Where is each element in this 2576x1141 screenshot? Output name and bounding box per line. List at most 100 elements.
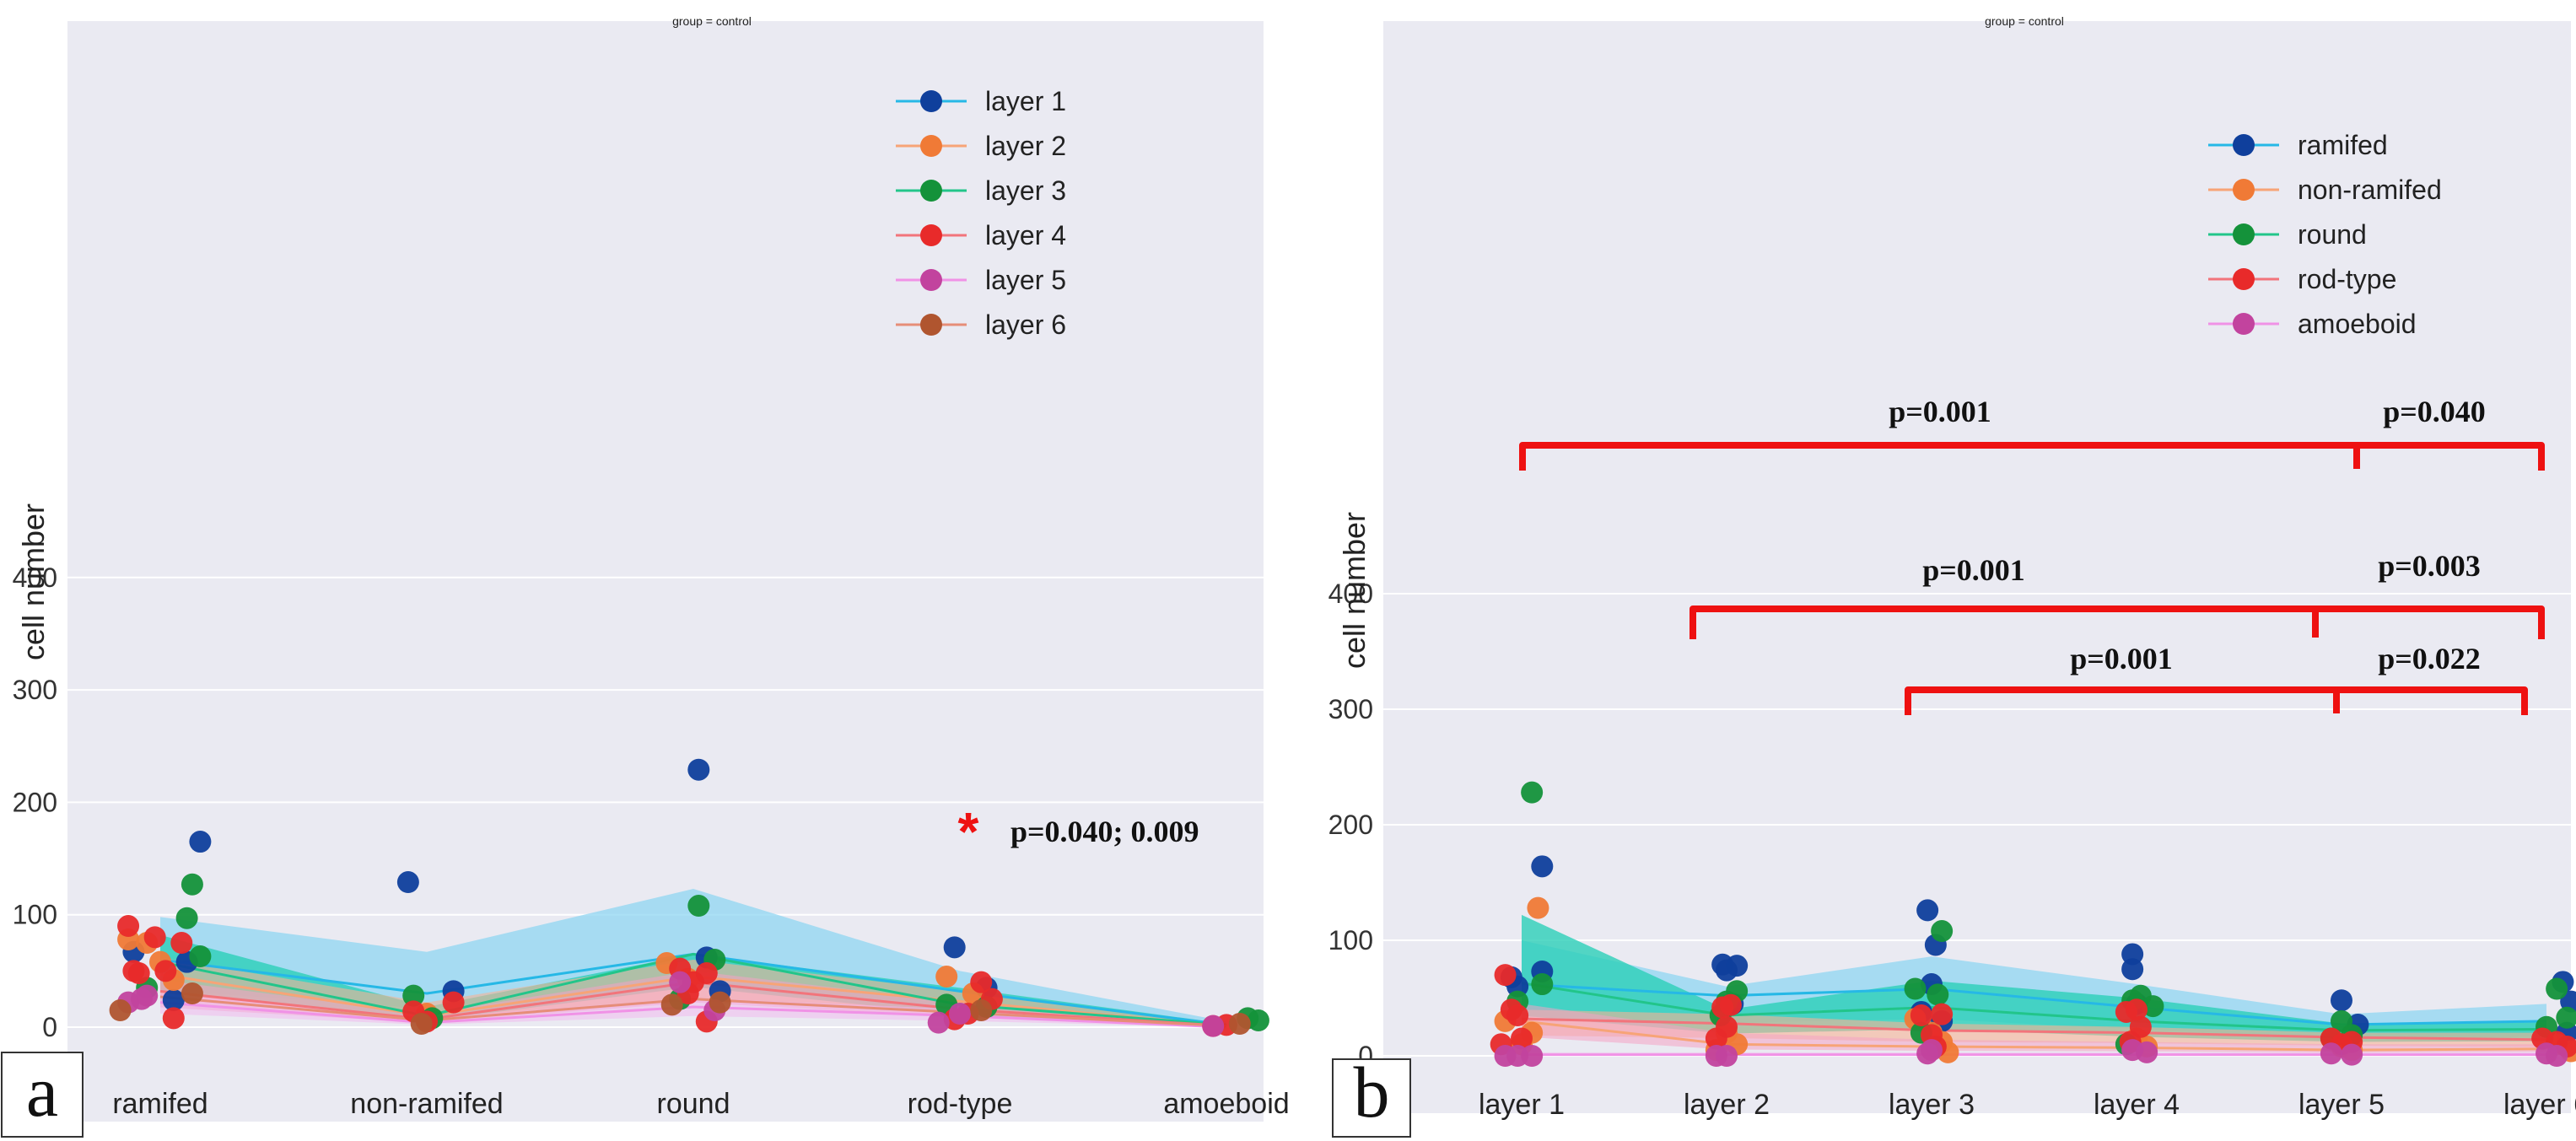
- x-tick-label: layer 4: [2094, 1089, 2180, 1121]
- panel-a-letter: a: [26, 1051, 58, 1132]
- mean-line: [159, 1001, 1227, 1029]
- data-point: [2126, 998, 2148, 1021]
- data-point: [1531, 973, 1554, 996]
- bracket-1-right-label: p=0.040: [2383, 395, 2486, 428]
- legend-marker: [2233, 179, 2255, 201]
- panel-b-bracket-3: p=0.001 p=0.022: [1905, 642, 2528, 715]
- data-point: [402, 984, 425, 1007]
- data-point: [927, 1011, 950, 1034]
- data-point: [1916, 899, 1939, 922]
- confidence-band: [1522, 1004, 2546, 1053]
- legend-marker: [920, 224, 942, 246]
- data-point: [687, 895, 710, 918]
- panel-b-legend: ramifed non-ramifed round rod-type amoeboid: [2208, 130, 2442, 339]
- data-point: [970, 971, 993, 993]
- data-point: [2320, 1042, 2342, 1065]
- data-point: [1228, 1013, 1251, 1036]
- panel-b-bracket-2: p=0.001 p=0.003: [1689, 549, 2545, 639]
- legend-marker: [2233, 313, 2255, 335]
- x-tick-label: ramifed: [112, 1088, 207, 1120]
- legend-marker: [2233, 223, 2255, 245]
- data-point: [669, 971, 692, 993]
- y-tick-label: 400: [1328, 579, 1373, 609]
- data-point: [143, 926, 166, 949]
- legend-label: layer 4: [985, 220, 1066, 250]
- legend-marker: [920, 135, 942, 157]
- panel-b-x-ticks: layer 1 layer 2 layer 3 layer 4 layer 5 layer…: [1479, 1089, 2576, 1121]
- data-point: [935, 966, 958, 988]
- y-tick-label: 300: [13, 675, 57, 705]
- data-point: [109, 999, 132, 1022]
- data-point: [2136, 1041, 2158, 1063]
- bracket-2-left-label: p=0.001: [1922, 553, 2025, 587]
- legend-marker: [920, 314, 942, 336]
- data-point: [130, 988, 153, 1010]
- confidence-band: [1522, 914, 2546, 1042]
- data-point: [1931, 920, 1954, 943]
- data-point: [2121, 958, 2144, 981]
- legend-label: round: [2298, 219, 2367, 250]
- legend-label: layer 2: [985, 131, 1066, 161]
- panel-b-plot-area: [1383, 21, 2571, 1113]
- x-tick-label: non-ramifed: [350, 1088, 503, 1120]
- y-tick-label: 300: [1328, 694, 1373, 724]
- legend-marker: [920, 90, 942, 112]
- panel-a-y-axis-label: cell number: [16, 503, 51, 660]
- mean-line: [1521, 982, 2547, 1026]
- bracket-1-left-label: p=0.001: [1889, 395, 1991, 428]
- legend-marker: [2233, 134, 2255, 156]
- y-tick-label: 0: [42, 1012, 57, 1042]
- panel-a-chart: group = control 0 100 200 300 400 ramifed non…: [1, 14, 1290, 1138]
- panel-b-bracket-1: p=0.001 p=0.040: [1519, 395, 2545, 471]
- panel-a-letter-box: [1, 1052, 84, 1138]
- x-tick-label: layer 5: [2298, 1089, 2385, 1121]
- x-tick-label: layer 6: [2503, 1089, 2576, 1121]
- panel-a-x-ticks: ramifed non-ramifed round rod-type amoeboid: [112, 1088, 1289, 1120]
- data-point: [1927, 983, 1949, 1006]
- legend-marker: [920, 269, 942, 291]
- data-point: [1247, 1009, 1269, 1032]
- x-tick-label: round: [657, 1088, 730, 1120]
- x-tick-label: layer 2: [1684, 1089, 1770, 1121]
- data-point: [410, 1013, 433, 1036]
- panel-b-letter-box: [1332, 1058, 1411, 1138]
- data-point: [1527, 896, 1549, 919]
- data-point: [2142, 995, 2164, 1018]
- x-tick-label: layer 1: [1479, 1089, 1565, 1121]
- legend-label: layer 6: [985, 309, 1066, 340]
- mean-line: [1521, 1020, 2547, 1052]
- bracket-2-right-label: p=0.003: [2378, 549, 2481, 583]
- data-point: [1531, 855, 1554, 878]
- data-point: [709, 991, 731, 1014]
- data-point: [122, 960, 145, 982]
- data-point: [189, 831, 212, 853]
- data-point: [181, 982, 203, 1005]
- panel-b-letter: b: [1354, 1052, 1390, 1133]
- x-tick-label: amoeboid: [1163, 1088, 1289, 1120]
- legend-marker: [2233, 268, 2255, 290]
- legend-marker: [920, 180, 942, 202]
- panel-b-title: group = control: [1985, 14, 2064, 28]
- data-point: [181, 873, 203, 896]
- mean-line: [1521, 1017, 2547, 1041]
- data-point: [1910, 1004, 1932, 1027]
- bracket-1-line: [1519, 442, 2545, 471]
- data-point: [162, 989, 185, 1012]
- data-point: [396, 871, 419, 894]
- data-point: [2556, 1006, 2576, 1029]
- panel-b-mean-lines: [1521, 982, 2547, 1057]
- data-point: [442, 991, 465, 1014]
- bracket-3-right-label: p=0.022: [2378, 642, 2481, 675]
- data-point: [1904, 977, 1927, 1000]
- legend-label: amoeboid: [2298, 309, 2417, 339]
- data-point: [2341, 1043, 2363, 1066]
- panel-b-points: [1490, 781, 2576, 1067]
- mean-line: [1521, 982, 2547, 1032]
- panel-a-significance-star: *: [958, 801, 979, 862]
- data-point: [1511, 1027, 1533, 1050]
- panel-a-y-ticks: 0 100 200 300 400: [13, 562, 57, 1042]
- data-point: [1521, 1045, 1544, 1067]
- data-point: [1716, 959, 1738, 982]
- bracket-2-line: [1689, 605, 2545, 639]
